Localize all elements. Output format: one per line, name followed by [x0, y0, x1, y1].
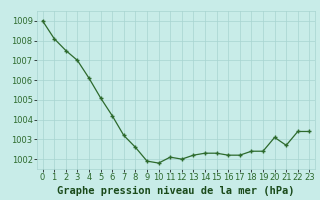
X-axis label: Graphe pression niveau de la mer (hPa): Graphe pression niveau de la mer (hPa): [57, 186, 295, 196]
